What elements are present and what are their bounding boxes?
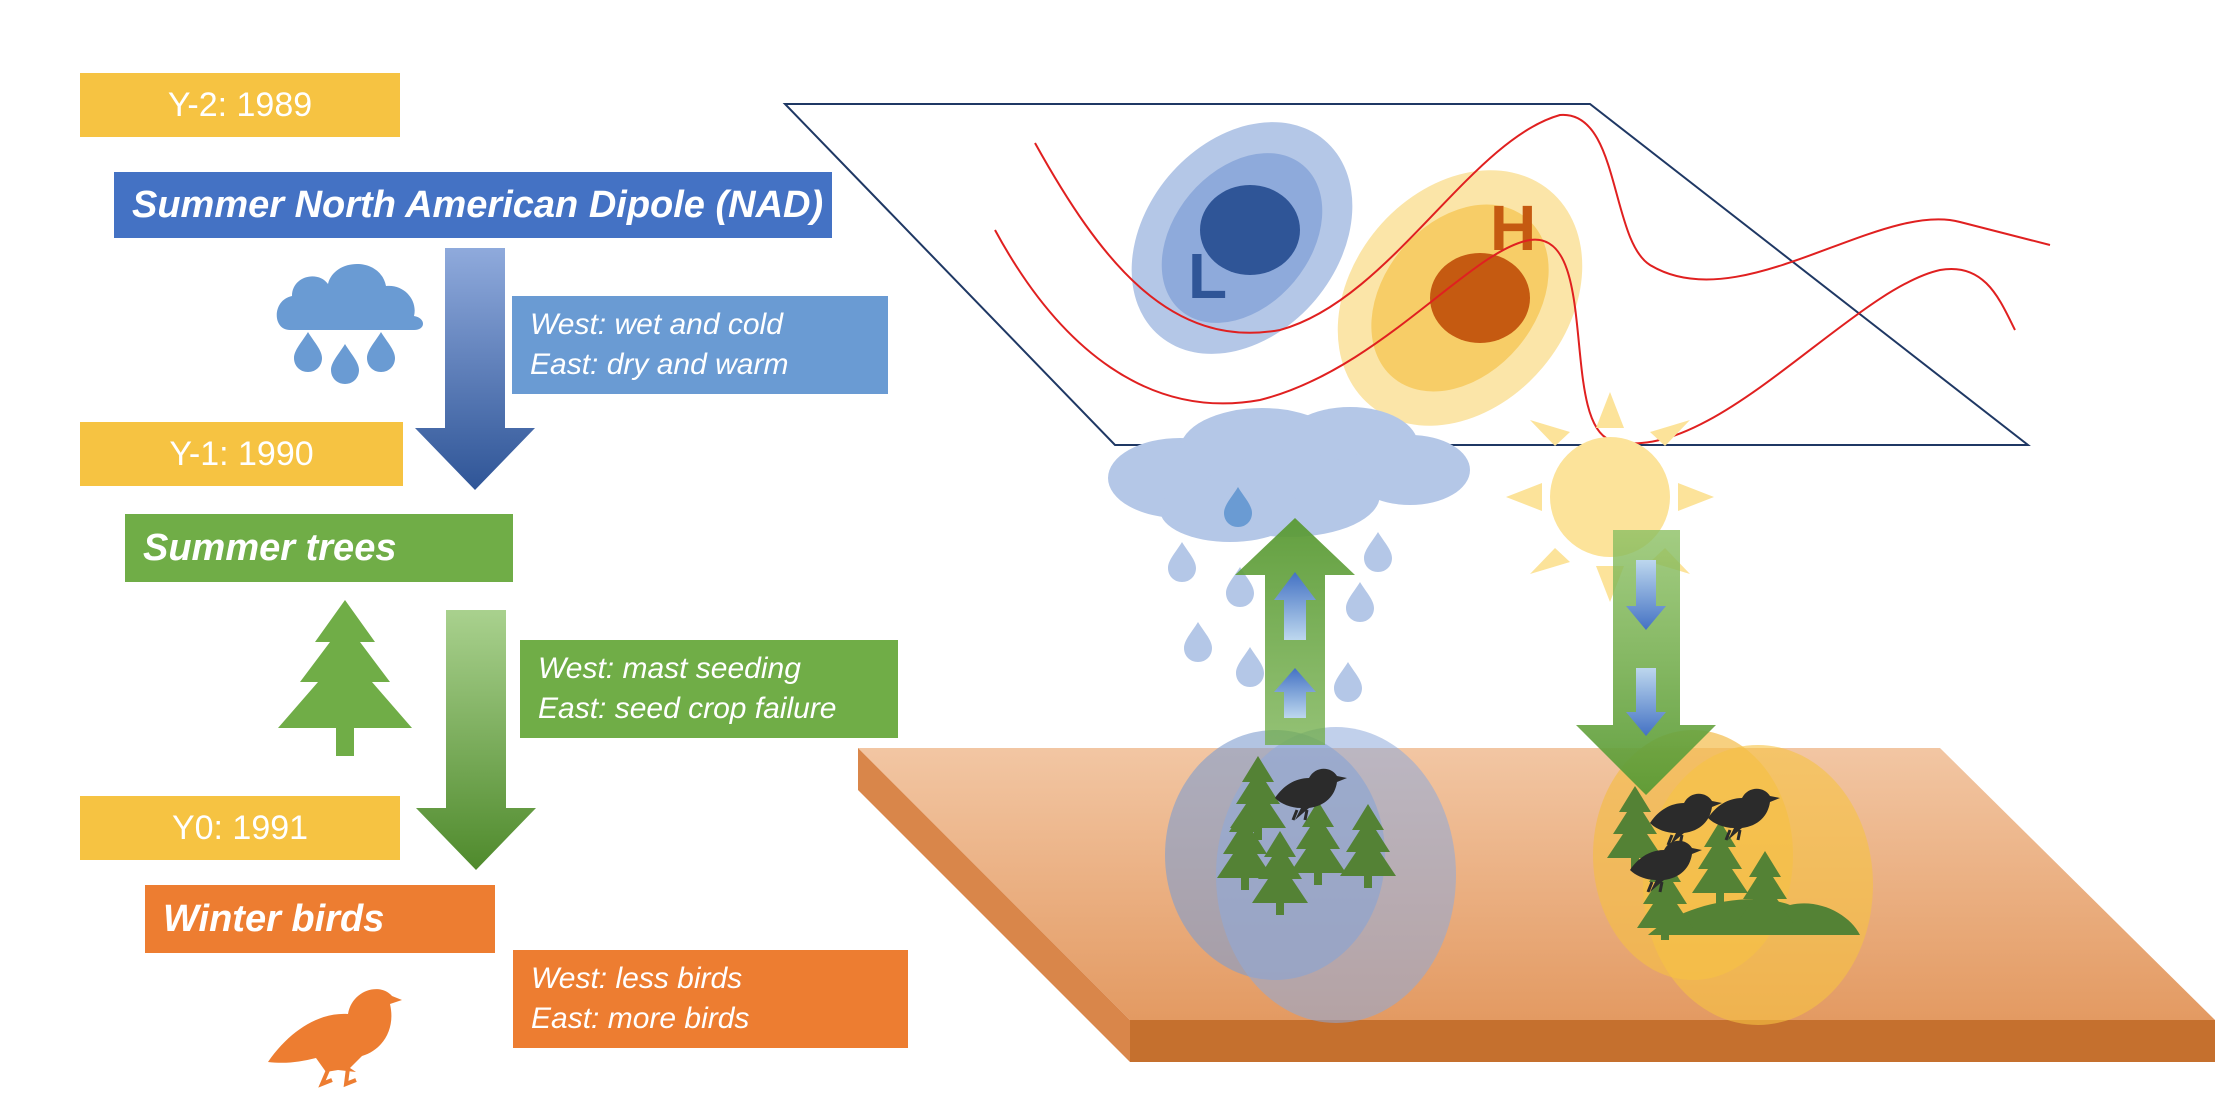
west-small-up-arrow-1 <box>1274 572 1316 640</box>
trees-to-birds-arrow <box>416 610 536 870</box>
nad-west-text: West: wet and cold <box>530 308 783 341</box>
nad-heading: Summer North American Dipole (NAD) <box>114 172 832 238</box>
low-pressure-label: L <box>1188 240 1227 312</box>
east-down-arrow <box>1576 530 1716 795</box>
east-small-down-arrow-1 <box>1626 560 1666 630</box>
trees-west-text: West: mast seeding <box>538 652 801 685</box>
bird-icon <box>268 989 402 1088</box>
nad-east-text: East: dry and warm <box>530 348 789 381</box>
west-small-up-arrow-2 <box>1274 668 1316 718</box>
jet-stream-line-lower <box>994 229 2016 445</box>
low-pressure-system: L <box>1131 122 1353 354</box>
birds-effects-note: West: less birds East: more birds <box>513 950 908 1048</box>
jet-stream-line-upper <box>1034 113 2051 334</box>
year-y1-label: Y-1: 1990 <box>80 422 403 486</box>
sun-icon <box>1506 392 1714 602</box>
pine-tree-icon <box>278 600 412 756</box>
high-pressure-system: H <box>1337 170 1583 426</box>
birds-east-text: East: more birds <box>531 1002 750 1035</box>
nad-to-trees-arrow <box>415 248 535 490</box>
birds-heading: Winter birds <box>145 885 495 953</box>
east-small-down-arrow-2 <box>1626 668 1666 736</box>
year-y2-label: Y-2: 1989 <box>80 73 400 137</box>
trees-east-text: East: seed crop failure <box>538 692 837 725</box>
trees-effects-note: West: mast seeding East: seed crop failu… <box>520 640 898 738</box>
east-forest <box>1607 786 1860 940</box>
year-y0-label: Y0: 1991 <box>80 796 400 860</box>
nad-effects-note: West: wet and cold East: dry and warm <box>512 296 888 394</box>
ground-side-left <box>858 748 1130 1062</box>
trees-heading: Summer trees <box>125 514 513 582</box>
rain-cloud-icon <box>276 264 423 384</box>
ground-side-front <box>1130 1020 2215 1062</box>
birds-west-text: West: less birds <box>531 962 743 995</box>
